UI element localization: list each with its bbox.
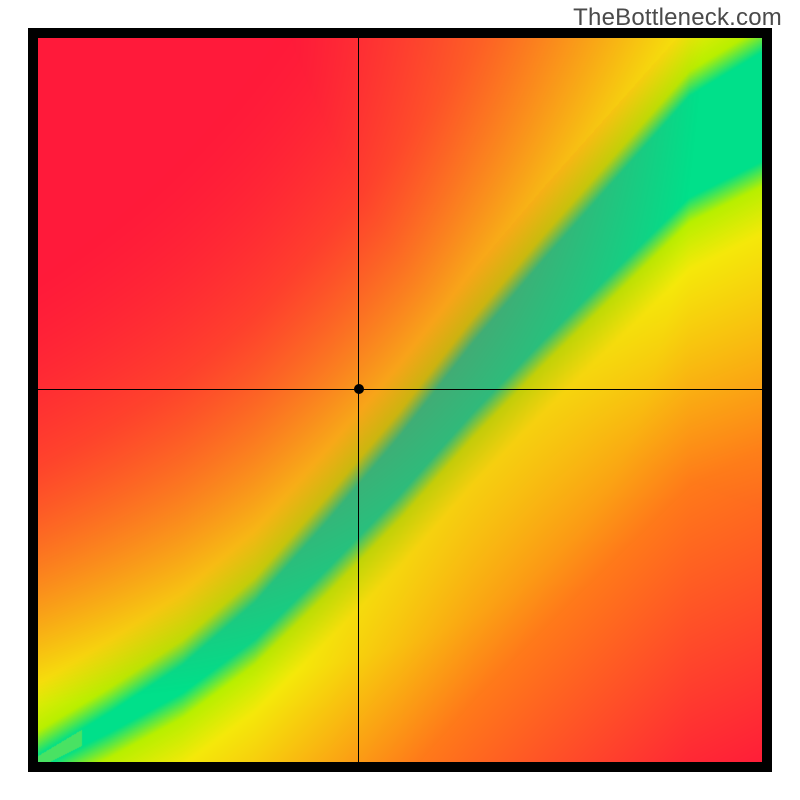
crosshair-vertical <box>358 38 359 762</box>
marker-dot <box>354 384 364 394</box>
crosshair-horizontal <box>38 389 762 390</box>
heatmap-canvas <box>38 38 762 762</box>
chart-frame <box>28 28 772 772</box>
watermark-text: TheBottleneck.com <box>573 4 782 32</box>
chart-inner <box>38 38 762 762</box>
